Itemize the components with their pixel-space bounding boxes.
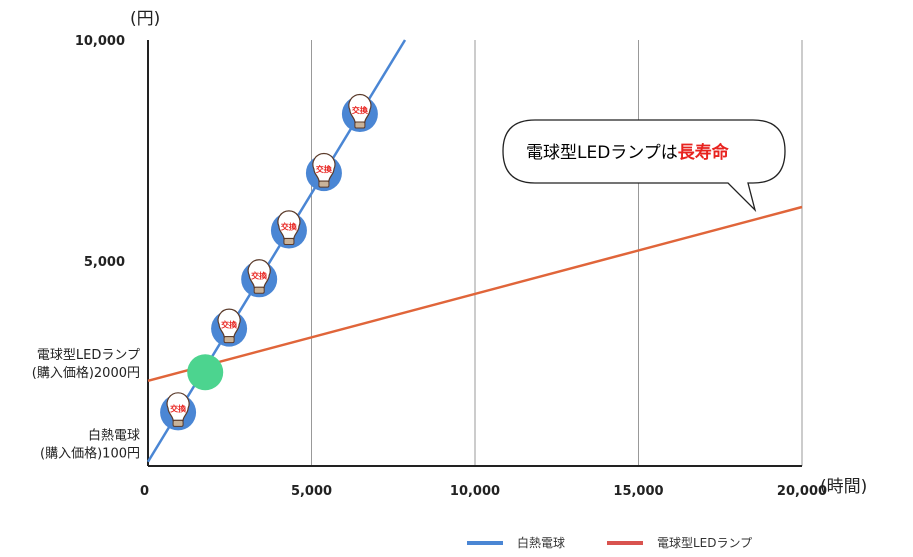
callout-shape	[502, 119, 786, 213]
replacement-label: 交換	[251, 270, 268, 280]
bulb-base	[354, 121, 366, 129]
light-bulb-icon	[217, 308, 241, 338]
bulb-base	[172, 419, 184, 427]
legend-item: 電球型LEDランプ	[607, 536, 752, 550]
y-unit-label: (円)	[130, 9, 160, 29]
replacement-label: 交換	[221, 320, 238, 330]
x-tick-label: 5,000	[291, 484, 332, 499]
replacement-marker: 交換	[160, 392, 197, 431]
light-bulb-icon	[166, 392, 190, 421]
replacement-marker: 交換	[270, 210, 307, 249]
x-tick-label: 10,000	[450, 484, 500, 499]
replacement-label: 交換	[316, 164, 333, 174]
y-annotation-line2: (購入価格)100円	[40, 446, 140, 462]
light-bulb-icon	[348, 93, 372, 123]
x-tick-label: 15,000	[613, 484, 663, 499]
light-bulb-icon	[247, 259, 271, 288]
bulb-base	[318, 180, 330, 188]
x-tick-label: 0	[140, 484, 149, 499]
y-tick-label: 10,000	[75, 34, 125, 49]
y-tick-label: 5,000	[84, 255, 125, 270]
callout-bubble: 電球型LEDランプは長寿命	[502, 119, 786, 213]
y-annotation-line1: 電球型LEDランプ	[37, 348, 140, 363]
replacement-label: 交換	[170, 403, 187, 413]
light-bulb-icon	[277, 210, 301, 240]
replacement-label: 交換	[352, 105, 369, 115]
x-unit-label: (時間)	[820, 477, 867, 497]
series-line-1	[147, 205, 803, 383]
legend-item: 白熱電球	[467, 535, 565, 550]
x-tick-label: 20,000	[777, 484, 827, 499]
replacement-marker: 交換	[305, 152, 342, 192]
replacement-marker: 交換	[341, 93, 378, 133]
light-bulb-icon	[312, 152, 336, 182]
legend-label: 白熱電球	[517, 535, 565, 550]
legend-label: 電球型LEDランプ	[657, 536, 752, 550]
replacement-label: 交換	[281, 221, 298, 231]
replacement-marker: 交換	[211, 308, 248, 347]
bulb-base	[223, 336, 235, 344]
bulb-base	[283, 237, 295, 245]
replacement-marker: 交換	[241, 259, 278, 298]
bulb-base	[253, 286, 265, 294]
y-annotation-line1: 白熱電球	[88, 428, 140, 444]
crossover-marker	[187, 354, 224, 391]
callout-text: 電球型LEDランプは長寿命	[526, 142, 730, 163]
y-annotation-line2: (購入価格)2000円	[32, 365, 140, 381]
